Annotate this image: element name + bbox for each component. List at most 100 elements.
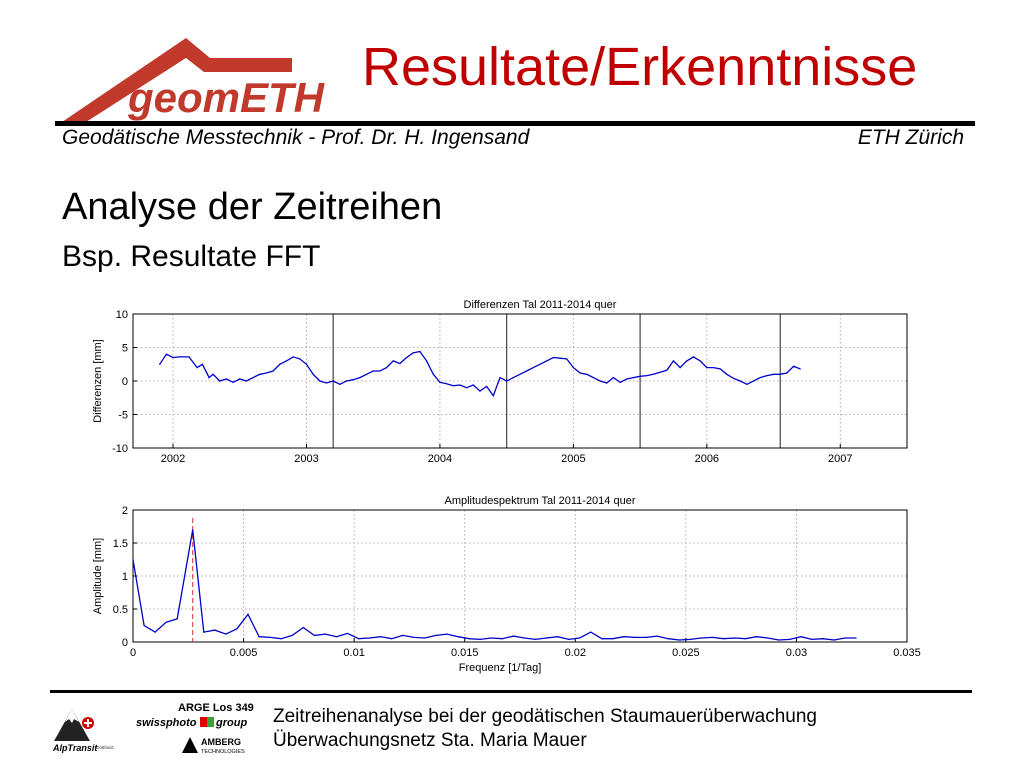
chart-1-data-point [305,363,308,365]
chart-1-data-point [392,360,394,362]
chart-1-data-point [272,370,274,372]
chart-1-data-point [201,363,203,365]
chart-1-data-point [419,350,421,353]
chart-2-data-point [490,637,492,639]
chart-1-data-point [732,377,735,379]
chart-1-data-point [566,358,568,360]
chart-1-data-point [726,373,728,375]
chart-1-data-point [359,377,361,379]
chart-2-data-point [822,638,824,640]
chart-2-ytick-label: 1.5 [113,538,128,550]
chart-2-data-point [424,637,426,639]
chart-1-data-point [466,387,468,389]
chart-1-data-point [572,367,574,369]
alptransit-label: AlpTransit [52,743,98,753]
chart-2-data-point [534,638,537,640]
chart-2-xtick-label: 0.02 [565,647,586,659]
chart-2-data-point [446,633,448,635]
chart-1-data-point [259,373,261,375]
chart-1-data-point [285,360,288,362]
chart-1-data-point [619,381,621,383]
chart-1-data-point [439,381,441,383]
chart-2-data-point [700,637,702,639]
chart-2-data-point [203,631,205,633]
chart-1-ytick-label: 0 [122,376,128,388]
chart-2-xtick-label: 0.03 [786,647,807,659]
chart-2-data-point [413,636,415,638]
chart-2-data-point [225,633,227,635]
chart-1-data-point [405,356,408,359]
chart-2-data-point [247,613,249,615]
chart-2-series-line [132,529,857,641]
chart-2-data-point [568,638,570,640]
chart-2-data-point [380,636,382,638]
chart-2-data-point [645,636,647,638]
chart-2-data-point [391,638,393,640]
chart-2-data-point [214,629,216,631]
chart-2-data-point [192,529,194,531]
chart-1-xtick-label: 2002 [161,453,185,465]
chart-1-data-point [352,379,354,381]
chart-1-data-point [626,378,628,380]
chart-1-data-point [672,360,675,362]
chart-2-data-point [634,636,636,638]
chart-1-data-point [385,367,388,369]
chart-1-data-point [559,357,561,359]
chart-1-data-point [252,377,254,379]
chart-2-data-point [176,618,178,620]
chart-1-data-point [239,378,241,380]
chart-2-xtick-label: 0.01 [343,647,364,659]
chart-1-data-point [499,377,501,379]
chart-2-data-point [711,636,713,638]
chart-2-data-point [346,632,349,635]
chart-1-data-point [332,380,334,382]
chart-2-data-point [833,639,835,641]
chart-1-data-point [479,390,481,392]
chart-2-data-point [291,634,293,636]
amberg-logo-icon [182,737,198,753]
chart-1-data-point [339,383,341,385]
chart-1-data-point [412,352,414,354]
chart-1-data-point [586,373,588,375]
chart-2-data-point [236,628,238,630]
logo-roof-inner [98,58,288,116]
chart-2-data-point [778,639,780,641]
chart-2-ylabel: Amplitude [mm] [92,538,104,614]
chart-2-data-point [324,633,326,635]
chart-2-xtick-label: 0 [130,647,136,659]
chart-2-data-point [501,638,503,640]
chart-2-data-point [800,636,802,638]
chart-1-data-point [319,380,321,382]
chart-2-data-point [789,638,791,640]
chart-1-data-point [659,371,661,373]
chart-2-data-point [435,634,437,636]
slide-title: Resultate/Erkenntnisse [362,37,918,97]
chart-1-data-point [592,377,594,379]
chart-1-data-point [632,377,635,379]
chart-1-data-point [706,367,708,369]
chart-1-data-point [799,368,801,370]
chart-1-xtick-label: 2003 [294,453,318,465]
chart-2-xlabel: Frequenz [1/Tag] [459,662,542,674]
alptransit-mountain-snow [65,709,79,723]
swissphoto-mark-green [207,717,214,727]
chart-1-data-point [579,372,581,374]
chart-2-data-point [855,637,857,639]
chart-2-data-point [756,636,758,638]
chart-1-xtick-label: 2007 [828,453,852,465]
chart-2-data-point [132,558,134,561]
chart-2-data-point [623,636,625,638]
chart-1-data-point [532,367,534,369]
swissphoto-label: swissphoto [136,717,197,729]
chart-2-data-point [165,621,167,623]
chart-1-xtick-label: 2004 [428,453,452,465]
chart-1-data-point [379,370,381,372]
chart-1-data-point [172,356,174,359]
chart-2-xtick-label: 0.005 [230,647,258,659]
chart-2-data-point [143,624,145,627]
chart-2-xtick-label: 0.015 [451,647,479,659]
chart-2-ytick-label: 0 [122,637,128,649]
chart-2-data-point [678,639,680,641]
chart-1-data-point [666,369,668,371]
chart-2-data-point [689,638,691,640]
